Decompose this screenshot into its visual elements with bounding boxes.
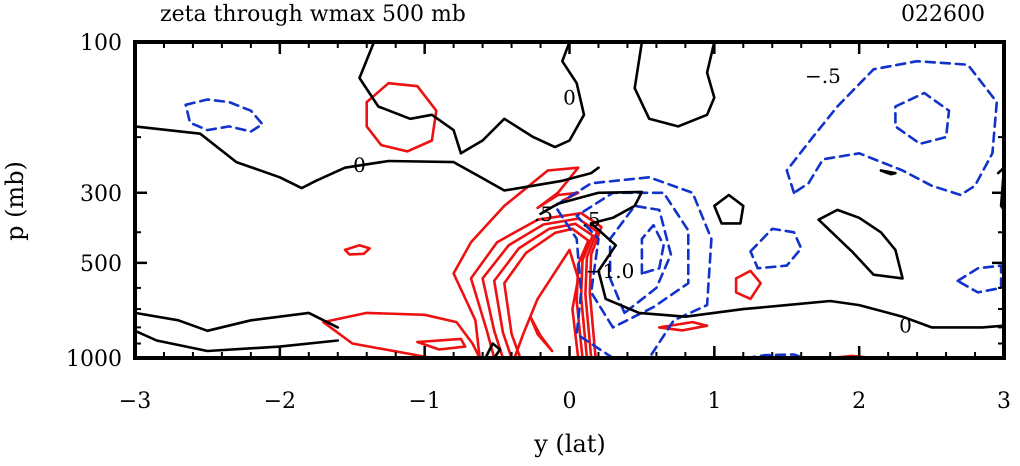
negative-contour-2 bbox=[894, 91, 951, 146]
positive-contour-10 bbox=[416, 337, 467, 351]
positive-contour-9 bbox=[343, 244, 371, 256]
x-tick-label: −2 bbox=[264, 389, 296, 414]
negative-contour-3 bbox=[553, 176, 713, 360]
positive-contour-12 bbox=[734, 269, 762, 301]
y-tick-label: 300 bbox=[80, 182, 122, 207]
negative-contour-6 bbox=[640, 223, 665, 275]
x-tick-label: 2 bbox=[852, 389, 866, 414]
zero-contour-8 bbox=[133, 311, 340, 333]
chart-title: zeta through wmax 500 mb bbox=[160, 2, 466, 27]
contour-label-5: −.5 bbox=[805, 64, 841, 88]
x-tick-label: −3 bbox=[119, 389, 151, 414]
contour-label-1: 0 bbox=[353, 153, 366, 177]
x-tick-label: 3 bbox=[997, 389, 1011, 414]
zero-contour-7 bbox=[879, 169, 897, 176]
y-axis-label: p (mb) bbox=[1, 161, 29, 241]
positive-contour-6 bbox=[513, 248, 580, 360]
y-tick-label: 100 bbox=[80, 31, 122, 56]
zero-contour-4 bbox=[633, 40, 716, 128]
x-tick-label: 1 bbox=[707, 389, 721, 414]
positive-contour-4 bbox=[492, 222, 594, 360]
contour-lines bbox=[133, 40, 1006, 360]
positive-contour-7 bbox=[529, 315, 554, 353]
positive-contour-8 bbox=[322, 311, 481, 360]
positive-contour-2 bbox=[469, 211, 603, 360]
x-axis-label: y (lat) bbox=[533, 430, 606, 458]
y-tick-label: 1000 bbox=[66, 347, 122, 372]
negative-contour-7 bbox=[749, 227, 803, 270]
negative-contour-1 bbox=[785, 59, 999, 197]
negative-contour-8 bbox=[956, 264, 1003, 294]
contour-label-0: 0 bbox=[563, 86, 576, 110]
zero-contour-1 bbox=[133, 125, 600, 192]
positive-contour-0 bbox=[365, 81, 438, 153]
negative-contour-5 bbox=[608, 204, 673, 315]
zero-contour-10 bbox=[484, 342, 502, 360]
x-tick-label: 0 bbox=[563, 389, 577, 414]
zero-contour-5 bbox=[713, 193, 745, 225]
x-tick-label: −1 bbox=[408, 389, 440, 414]
positive-contour-11 bbox=[658, 320, 709, 332]
zero-contour-9 bbox=[133, 329, 340, 353]
contour-label-2: .5 bbox=[534, 202, 553, 226]
time-label: 022600 bbox=[901, 2, 985, 27]
contour-label-6: 0 bbox=[899, 314, 912, 338]
axes: −3 −2 −1 0 1 2 3 100 300 500 1000 bbox=[66, 31, 1011, 414]
zero-contour-0 bbox=[358, 40, 586, 155]
zero-contour-3 bbox=[589, 222, 1006, 329]
contour-labels: 0 0 .5 .5 −1.0 −.5 0 bbox=[353, 64, 912, 338]
y-tick-label: 500 bbox=[80, 252, 122, 277]
negative-contour-0 bbox=[184, 98, 264, 133]
contour-label-4: −1.0 bbox=[586, 259, 635, 283]
contour-label-3: .5 bbox=[582, 208, 601, 232]
positive-contour-1 bbox=[452, 166, 580, 360]
zero-contour-6 bbox=[817, 208, 904, 280]
zero-contour-2 bbox=[539, 190, 644, 225]
positive-contour-3 bbox=[481, 217, 599, 360]
